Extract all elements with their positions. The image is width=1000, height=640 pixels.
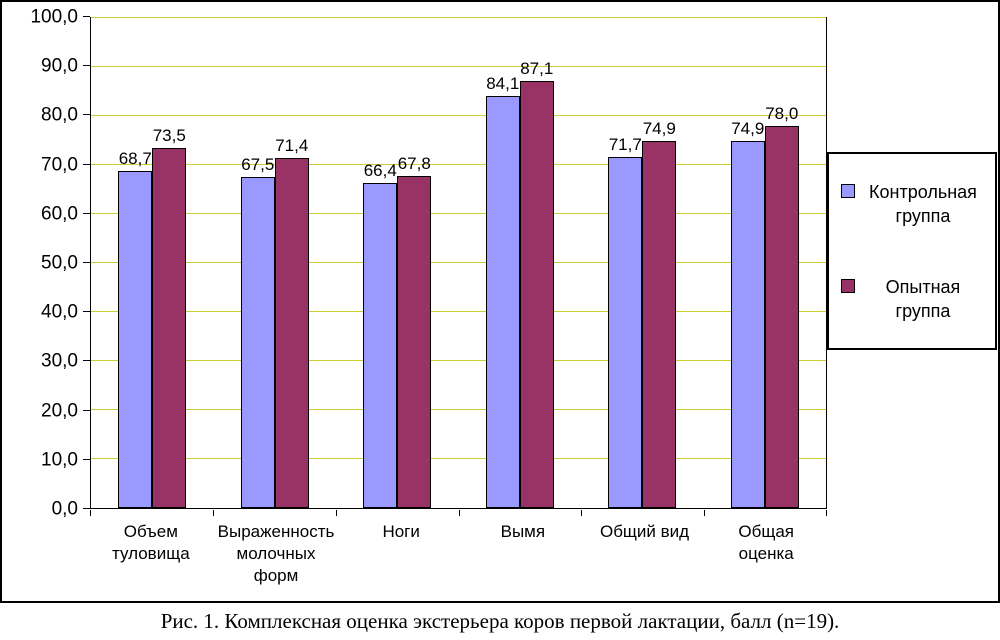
y-tick-mark <box>83 311 90 313</box>
y-tick-label: 100,0 <box>30 6 78 28</box>
y-axis-labels: 0,0 10,0 20,0 30,0 40,0 50,0 60,0 70,0 80,0 90,0 1… <box>2 8 78 519</box>
y-tick-label: 0,0 <box>51 498 78 520</box>
y-tick-label: 30,0 <box>41 350 78 372</box>
bar-value-label: 84,1 <box>486 73 520 93</box>
bar-group: 84,1 87,1 <box>459 18 582 508</box>
x-category-label: Вымя <box>500 522 546 541</box>
y-tick-mark <box>83 409 90 411</box>
gridline <box>91 458 826 459</box>
y-tick-mark <box>83 262 90 263</box>
y-tick-label: 70,0 <box>41 154 78 176</box>
bar: 74,9 <box>642 120 677 508</box>
legend: Контрольная группа Опытная группа <box>827 152 997 350</box>
y-tick-mark <box>83 65 90 67</box>
y-tick-label: 40,0 <box>41 301 78 323</box>
bar-group: 71,7 74,9 <box>581 18 704 508</box>
y-tick-label: 20,0 <box>41 400 78 422</box>
y-tick-mark <box>83 163 90 165</box>
gridline <box>91 311 826 312</box>
bar-value-label: 67,5 <box>241 155 275 175</box>
figure-caption: Рис. 1. Комплексная оценка экстерьера ко… <box>160 609 840 633</box>
x-tick-mark <box>458 510 460 516</box>
gridline <box>91 360 826 361</box>
y-tick-mark <box>83 508 90 509</box>
legend-label: Опытная группа <box>885 276 961 321</box>
bar-group: 67,5 71,4 <box>214 18 337 508</box>
bar-value-label: 74,9 <box>731 119 765 138</box>
gridline <box>91 164 826 165</box>
chart-area: 0,0 10,0 20,0 30,0 40,0 50,0 60,0 70,0 80,0 90,0 1… <box>0 0 1000 603</box>
x-tick-mark <box>212 510 214 516</box>
legend-entry: Опытная группа <box>841 275 987 324</box>
y-tick-mark <box>83 114 90 116</box>
y-tick-mark <box>83 360 90 362</box>
x-tick-mark <box>90 510 91 516</box>
bar: 87,1 <box>519 60 554 508</box>
gridline <box>91 213 826 214</box>
bar-value-label: 78,0 <box>765 103 799 123</box>
y-tick-label: 90,0 <box>41 55 78 77</box>
y-tick-label: 50,0 <box>41 252 78 274</box>
bar: 71,4 <box>274 137 309 508</box>
bar-value-label: 74,9 <box>642 119 676 138</box>
bar-group: 74,9 78,0 <box>704 18 827 508</box>
x-category-label: Объем туловища <box>112 522 190 564</box>
bar-value-label: 71,4 <box>275 136 309 156</box>
bar: 66,4 <box>363 162 398 508</box>
bar-value-label: 87,1 <box>520 59 554 79</box>
bar: 74,9 <box>730 120 765 508</box>
bar: 84,1 <box>485 75 520 508</box>
bar-group: 66,4 67,8 <box>336 18 459 508</box>
y-tick-label: 10,0 <box>41 449 78 471</box>
gridline <box>91 409 826 410</box>
x-axis-labels: Объем туловища Выраженность молочных форм… <box>90 521 827 587</box>
y-tick-mark <box>83 16 90 17</box>
x-category-label: Общий вид <box>599 522 690 541</box>
y-tick-label: 60,0 <box>41 203 78 225</box>
legend-entry: Контрольная группа <box>841 180 987 229</box>
bar-value-label: 68,7 <box>118 149 152 169</box>
bar: 73,5 <box>152 127 187 508</box>
bar-value-label: 71,7 <box>608 134 642 154</box>
bar: 78,0 <box>764 105 799 508</box>
bar: 68,7 <box>118 150 153 508</box>
bar: 67,8 <box>397 155 432 508</box>
bar-value-label: 66,4 <box>363 160 397 180</box>
y-tick-label: 80,0 <box>41 104 78 126</box>
legend-swatch <box>841 278 855 293</box>
gridline <box>91 17 826 18</box>
gridline <box>91 262 826 263</box>
bar-group: 68,7 73,5 <box>91 18 214 508</box>
y-tick-mark <box>83 212 90 214</box>
bar-value-label: 73,5 <box>152 125 186 145</box>
x-tick-mark <box>704 510 706 516</box>
gridline <box>91 66 826 67</box>
x-category-label: Ноги <box>382 522 420 541</box>
bar-value-label: 67,8 <box>397 153 431 173</box>
x-category-label: Выраженность молочных форм <box>217 522 335 586</box>
x-tick-mark <box>335 510 337 516</box>
y-axis-ticks <box>83 16 90 509</box>
x-category-label: Общая оценка <box>738 522 794 564</box>
legend-swatch <box>841 184 855 198</box>
bar: 67,5 <box>240 156 275 508</box>
gridline <box>91 115 826 116</box>
x-tick-mark <box>581 510 583 516</box>
x-tick-mark <box>826 510 827 516</box>
bar: 71,7 <box>608 136 643 508</box>
y-tick-mark <box>83 458 90 460</box>
x-axis-ticks <box>90 510 827 516</box>
plot-area: 68,7 73,5 67,5 71,4 66,4 67,8 84,1 87,1 71,7 74,9… <box>90 17 827 509</box>
legend-label: Контрольная группа <box>869 182 977 227</box>
